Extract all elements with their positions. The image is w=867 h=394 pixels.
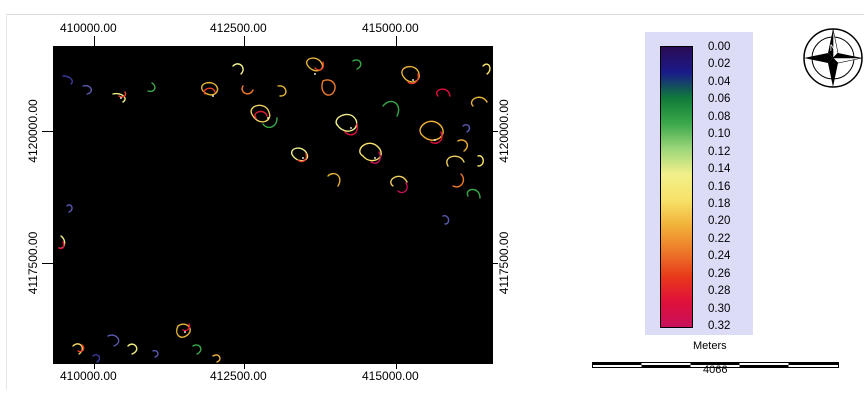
legend-label: 0.14	[708, 163, 731, 176]
x-tick-top-1: 410000.00	[60, 21, 117, 35]
x-tick-bottom-1: 410000.00	[60, 369, 117, 383]
x-tick-top-3: 415000.00	[362, 21, 419, 35]
legend-label: 0.04	[708, 75, 731, 88]
legend-label: 0.08	[708, 110, 731, 123]
y-tick-mark-right-2	[493, 263, 498, 264]
y-tick-right-2: 4117500.00	[497, 231, 511, 295]
x-tick-top-2: 412500.00	[210, 21, 267, 35]
legend-label: 0.22	[708, 232, 731, 245]
scale-bar	[592, 355, 839, 368]
north-letter: N	[830, 43, 837, 53]
x-tick-bottom-2: 412500.00	[210, 369, 267, 383]
y-tick-left-1: 4120000.00	[26, 99, 40, 163]
legend-label: 0.32	[708, 320, 731, 332]
y-tick-left-2: 4117500.00	[26, 231, 40, 295]
y-tick-mark-left-1	[42, 131, 53, 132]
legend-label: 0.24	[708, 250, 731, 263]
x-tick-mark-top-2	[244, 36, 245, 46]
x-tick-mark-bottom-3	[396, 364, 397, 369]
x-tick-bottom-3: 415000.00	[362, 369, 419, 383]
legend-label: 0.12	[708, 145, 731, 158]
x-tick-mark-top-3	[396, 36, 397, 46]
x-tick-mark-bottom-1	[94, 364, 95, 369]
legend-label: 0.26	[708, 267, 731, 280]
x-tick-mark-bottom-2	[244, 364, 245, 369]
scale-bar-value: 4066	[703, 364, 728, 376]
map-frame	[6, 14, 864, 391]
legend-label: 0.06	[708, 93, 731, 106]
y-tick-mark-left-2	[42, 263, 53, 264]
legend-label: 0.10	[708, 128, 731, 141]
y-tick-right-1: 4120000.00	[497, 99, 511, 163]
legend-label: 0.18	[708, 197, 731, 210]
legend-label: 0.28	[708, 285, 731, 298]
raster-speckle	[58, 57, 491, 363]
legend-label: 0.30	[708, 302, 731, 315]
legend-label: 0.20	[708, 215, 731, 228]
x-tick-mark-top-1	[94, 36, 95, 46]
scale-bar-title: Meters	[693, 340, 727, 352]
legend-label: 0.16	[708, 180, 731, 193]
north-arrow-icon: N	[802, 27, 864, 89]
frame-edge	[6, 14, 7, 390]
raster-map[interactable]	[53, 46, 493, 364]
legend-label: 0.02	[708, 58, 731, 71]
legend-label: 0.00	[708, 41, 731, 53]
y-tick-mark-right-1	[493, 131, 498, 132]
color-ramp	[660, 46, 693, 328]
